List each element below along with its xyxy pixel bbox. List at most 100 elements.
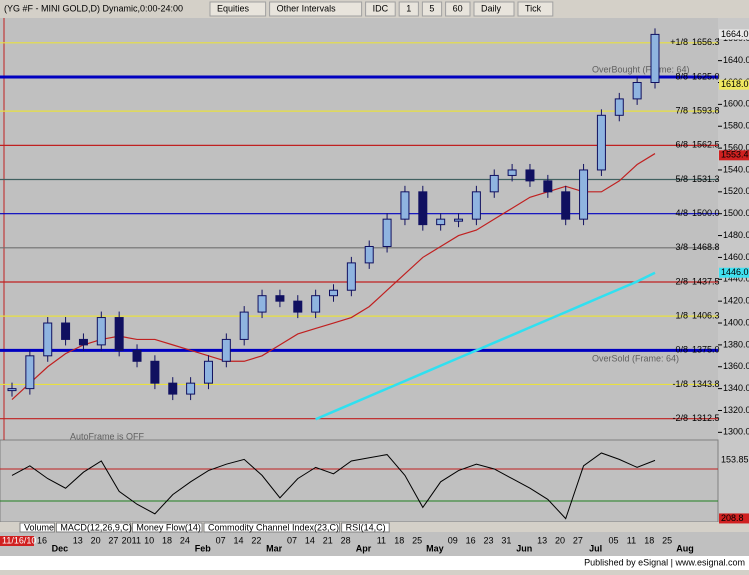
level-name: 1/8 (675, 311, 688, 321)
x-tick-label: 11 (377, 535, 386, 545)
toolbar-button-label: Daily (481, 3, 502, 13)
candle (382, 218, 392, 247)
y-tick-label: 1560.0 (723, 142, 749, 152)
toolbar-button-label: 60 (453, 3, 463, 13)
x-tick-label: 27 (573, 535, 583, 545)
x-tick-label: 20 (555, 535, 565, 545)
toolbar-button[interactable] (473, 1, 515, 17)
x-tick-label: 18 (394, 535, 404, 545)
x-tick-label: Jul (589, 543, 602, 553)
level-name: 3/8 (675, 242, 688, 252)
footer-bar (0, 556, 749, 570)
candle (43, 322, 53, 357)
x-tick-label: 16 (466, 535, 476, 545)
annotation: OverBought (Frame: 64) (592, 64, 690, 74)
indicator-tab[interactable] (341, 522, 390, 533)
candle (400, 191, 410, 220)
x-tick-label: 14 (233, 535, 243, 545)
x-tick-label: 18 (162, 535, 172, 545)
toolbar-button[interactable] (445, 1, 471, 17)
y-tick-label: 1600.0 (723, 99, 749, 109)
indicator-marker (719, 455, 749, 466)
x-tick-label: 24 (180, 535, 190, 545)
y-tick-label: 1500.0 (723, 208, 749, 218)
x-tick-label: 05 (609, 535, 619, 545)
start-date: 11/16/10 (2, 535, 36, 545)
candle (489, 174, 499, 193)
toolbar-button[interactable] (209, 1, 267, 17)
moving-average (315, 271, 656, 421)
level-value: 1656.3 (692, 37, 720, 47)
x-tick-label: 11 (627, 535, 636, 545)
toolbar-button-label: IDC (373, 3, 389, 13)
candle (7, 388, 17, 392)
annotation: AutoFrame is OFF (70, 431, 145, 441)
y-tick-label: 1340.0 (723, 383, 749, 393)
candle (436, 218, 446, 226)
price-marker-label: 1618.0 (721, 79, 749, 89)
level-value: 1593.8 (692, 106, 720, 116)
toolbar-button-label: Equities (217, 3, 250, 13)
x-tick-label: Aug (676, 543, 694, 553)
indicator-tab[interactable] (19, 522, 55, 533)
candle (96, 317, 106, 346)
toolbar-button-label: Tick (525, 3, 542, 13)
x-tick-label: 27 (108, 535, 118, 545)
candle (561, 191, 571, 220)
level-value: 1531.3 (692, 174, 720, 184)
x-tick-label: May (426, 543, 444, 553)
indicator-tab-label: Money Flow(14) (136, 522, 201, 532)
x-tick-label: 07 (216, 535, 226, 545)
x-tick-label: 10 (144, 535, 154, 545)
level-value: 1500.0 (692, 208, 720, 218)
toolbar-button[interactable] (269, 1, 363, 17)
candle (275, 295, 285, 302)
toolbar-button[interactable] (365, 1, 396, 17)
indicator-tab[interactable] (203, 522, 341, 533)
level-name: 2/8 (675, 276, 688, 286)
indicator-tab[interactable] (55, 522, 131, 533)
toolbar-button[interactable] (421, 1, 443, 17)
indicator-tab-label: Commodity Channel Index(23,C) (208, 522, 339, 532)
level-value: 1406.3 (692, 311, 720, 321)
price-panel (0, 18, 718, 440)
indicator-marker-label: 208.8 (721, 513, 744, 523)
level-value: 1437.5 (692, 276, 720, 286)
price-marker-label: 1664.0 (721, 29, 749, 39)
candle (614, 98, 624, 116)
price-marker (719, 29, 749, 40)
indicator-marker-label: 153.85 (721, 455, 749, 465)
candle (132, 349, 142, 362)
candle (454, 218, 464, 222)
x-tick-label: 2011 (122, 535, 141, 545)
level-name: -2/8 (672, 413, 688, 423)
x-tick-label: Mar (266, 543, 283, 553)
candle (186, 382, 196, 395)
candle (293, 300, 303, 313)
indicator-tab-label: MACD(12,26,9,C) (60, 522, 132, 532)
level-value: 1375.0 (692, 345, 720, 355)
price-marker (719, 79, 749, 90)
level-value: 1312.5 (692, 413, 720, 423)
candle (150, 360, 160, 384)
y-tick-label: 1540.0 (723, 164, 749, 174)
x-tick-label: 14 (305, 535, 315, 545)
toolbar-button[interactable] (517, 1, 554, 17)
level-name: 8/8 (675, 71, 688, 81)
x-tick-label: 18 (644, 535, 654, 545)
x-tick-label: 22 (251, 535, 261, 545)
indicator-panel (0, 439, 719, 523)
candle (221, 338, 231, 362)
candle (471, 191, 481, 220)
level-value: 1625.0 (692, 71, 720, 81)
annotation: OverSold (Frame: 64) (592, 354, 679, 364)
x-tick-label: 25 (412, 535, 422, 545)
indicator-tab[interactable] (131, 522, 203, 533)
y-tick-label: 1320.0 (723, 405, 749, 415)
price-marker-label: 1446.0 (721, 267, 749, 277)
toolbar-button[interactable] (398, 1, 419, 17)
start-date-box (0, 536, 34, 546)
symbol-title: (YG #F - MINI GOLD,D) Dynamic,0:00-24:00 (4, 3, 183, 13)
x-tick-label: 09 (448, 535, 458, 545)
